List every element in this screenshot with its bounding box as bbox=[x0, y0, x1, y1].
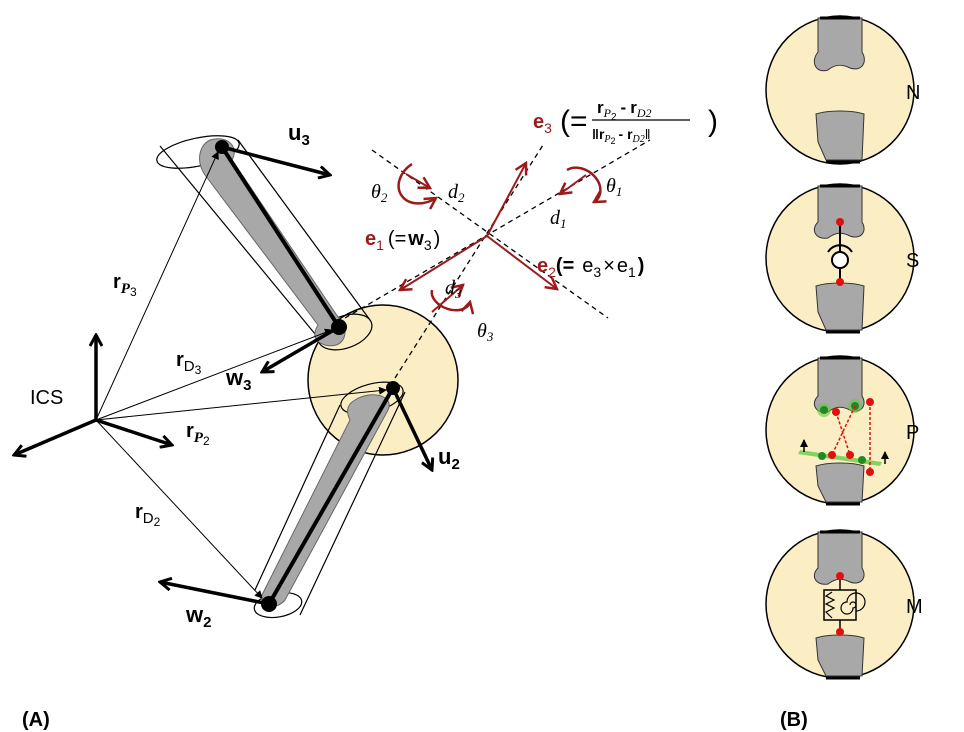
ics-label: ICS bbox=[30, 387, 63, 409]
e3-axis-arrow bbox=[486, 163, 526, 237]
model-p-label: P bbox=[906, 422, 919, 444]
shank-segment bbox=[253, 381, 406, 619]
svg-text:rP2-rD2: rP2- rD2 bbox=[597, 98, 652, 123]
e2-label: e2(= e3 × e1) bbox=[537, 255, 644, 280]
w2-arrow bbox=[160, 582, 270, 606]
panel-b-label: (B) bbox=[780, 709, 808, 731]
model-n-label: N bbox=[906, 82, 920, 104]
u2-arrow bbox=[391, 387, 432, 470]
thigh-segment bbox=[156, 135, 373, 351]
theta1-label: θ1 bbox=[606, 175, 622, 199]
rD2-label: rD2 bbox=[135, 501, 161, 529]
rP3-label: rP3 bbox=[113, 271, 137, 299]
model-p: P bbox=[765, 355, 919, 506]
theta2-rotation-arc bbox=[397, 162, 436, 203]
svg-text:): ) bbox=[708, 105, 718, 138]
svg-text:‖rP2- rD2‖: ‖rP2- rD2‖ bbox=[592, 126, 651, 146]
e2-axis-arrow bbox=[486, 235, 557, 289]
model-s-label: S bbox=[906, 250, 919, 272]
model-s: S bbox=[765, 183, 919, 334]
theta3-label: θ3 bbox=[477, 320, 494, 344]
d3-label: d3 bbox=[445, 277, 462, 301]
rD2-vector bbox=[95, 419, 263, 599]
model-m-label: M bbox=[906, 596, 923, 618]
jcs-red-axes bbox=[400, 163, 587, 313]
joint-sphere bbox=[307, 304, 459, 456]
u3-label: u3 bbox=[288, 120, 310, 149]
theta2-label: θ2 bbox=[371, 181, 388, 205]
d2-label: d2 bbox=[448, 181, 465, 205]
w2-label: w2 bbox=[185, 602, 211, 631]
u2-label: u2 bbox=[438, 444, 460, 473]
theta3-rotation-arc bbox=[430, 289, 470, 310]
theta1-rotation-arc bbox=[566, 166, 600, 202]
panel-b: N S bbox=[765, 15, 923, 731]
panel-a-label: (A) bbox=[22, 709, 50, 731]
rD3-label: rD3 bbox=[176, 349, 202, 377]
model-n: N bbox=[765, 15, 920, 165]
e1-axis-arrow bbox=[400, 235, 488, 290]
rD3-vector bbox=[95, 328, 333, 421]
d1-translation-arrow bbox=[560, 174, 587, 194]
w3-label: w3 bbox=[225, 365, 251, 394]
ics-frame bbox=[14, 335, 172, 455]
rotation-arcs bbox=[397, 162, 601, 310]
e3-label: e3 (= rP2- rD2 ‖rP2- rD2‖ ) bbox=[533, 98, 718, 146]
shank-axis-line bbox=[267, 387, 395, 605]
u3-arrow bbox=[221, 145, 330, 175]
d3-translation-arrow bbox=[431, 285, 463, 313]
svg-text:(=: (= bbox=[560, 105, 588, 138]
model-m: M bbox=[765, 529, 923, 680]
svg-text:e3: e3 bbox=[533, 111, 552, 136]
e1-label: e1 (= w3) bbox=[365, 228, 440, 253]
rP2-vector bbox=[95, 386, 387, 421]
rP2-label: rP2 bbox=[186, 420, 210, 448]
d2-translation-arrow bbox=[405, 173, 430, 188]
rP3-vector bbox=[95, 151, 219, 421]
panel-a: u3 w3 u2 w2 rP3 rD3 rP2 rD2 ICS e1 (= w3) … bbox=[14, 98, 718, 731]
d1-label: d1 bbox=[550, 207, 567, 231]
thigh-axis-line bbox=[220, 145, 341, 329]
